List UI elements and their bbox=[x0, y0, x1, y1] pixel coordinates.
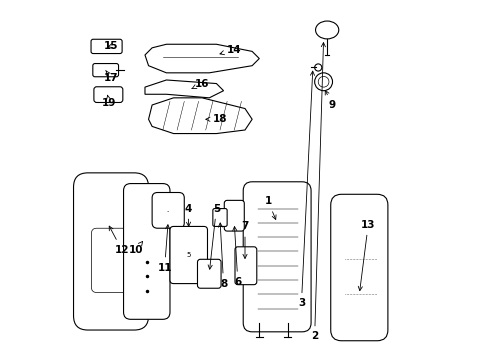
Text: 19: 19 bbox=[102, 95, 117, 108]
Circle shape bbox=[315, 64, 322, 71]
Polygon shape bbox=[145, 44, 259, 73]
Text: 1: 1 bbox=[265, 197, 276, 220]
FancyBboxPatch shape bbox=[91, 39, 122, 54]
Text: 6: 6 bbox=[233, 226, 242, 287]
Polygon shape bbox=[148, 98, 252, 134]
Text: 17: 17 bbox=[104, 71, 119, 83]
Text: 12: 12 bbox=[109, 226, 129, 255]
FancyBboxPatch shape bbox=[152, 193, 184, 228]
Text: 10: 10 bbox=[129, 242, 143, 255]
FancyBboxPatch shape bbox=[243, 182, 311, 332]
Text: 11: 11 bbox=[157, 225, 172, 273]
FancyBboxPatch shape bbox=[170, 226, 207, 284]
FancyBboxPatch shape bbox=[224, 201, 245, 231]
Text: 16: 16 bbox=[192, 78, 209, 89]
FancyBboxPatch shape bbox=[197, 259, 221, 288]
FancyBboxPatch shape bbox=[74, 173, 148, 330]
FancyBboxPatch shape bbox=[123, 184, 170, 319]
Text: ..: .. bbox=[167, 208, 170, 213]
Text: 5: 5 bbox=[208, 203, 220, 269]
Text: 14: 14 bbox=[220, 45, 242, 55]
Text: 7: 7 bbox=[241, 221, 249, 258]
FancyBboxPatch shape bbox=[235, 247, 257, 285]
FancyBboxPatch shape bbox=[93, 64, 119, 77]
Circle shape bbox=[315, 73, 333, 91]
Text: 9: 9 bbox=[325, 90, 336, 110]
Text: 8: 8 bbox=[219, 223, 227, 289]
Text: 18: 18 bbox=[206, 114, 227, 124]
Text: 13: 13 bbox=[358, 220, 375, 291]
FancyBboxPatch shape bbox=[331, 194, 388, 341]
Text: 3: 3 bbox=[298, 71, 315, 308]
Text: 5: 5 bbox=[187, 252, 191, 258]
Text: 15: 15 bbox=[104, 41, 118, 51]
FancyBboxPatch shape bbox=[94, 87, 123, 103]
Text: 2: 2 bbox=[311, 42, 325, 342]
Text: 4: 4 bbox=[184, 203, 192, 226]
Ellipse shape bbox=[316, 21, 339, 39]
FancyBboxPatch shape bbox=[213, 208, 227, 226]
Polygon shape bbox=[145, 80, 223, 98]
